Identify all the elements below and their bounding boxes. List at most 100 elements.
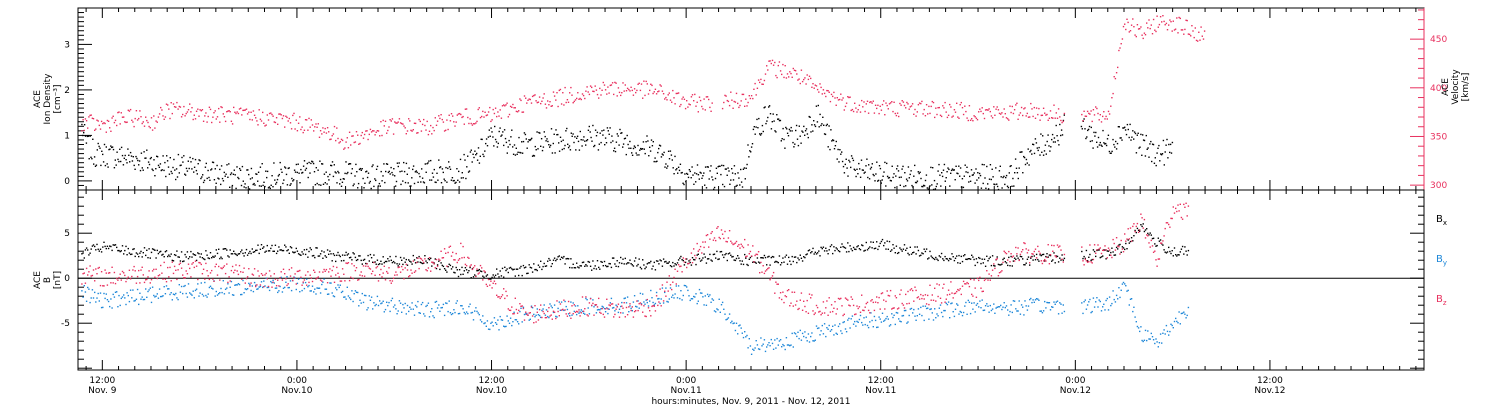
velocity-point (169, 117, 171, 120)
bz-point (662, 300, 665, 302)
velocity-point (453, 121, 455, 123)
velocity-point (1034, 117, 1037, 119)
bz-point (501, 294, 504, 296)
velocity-point (82, 119, 84, 121)
bx-point (388, 260, 390, 262)
density-point (406, 173, 408, 175)
bx-point (547, 260, 549, 262)
bx-point (1166, 251, 1169, 253)
bz-point (279, 277, 281, 279)
by-point (1113, 298, 1115, 301)
bx-point (749, 256, 752, 259)
bz-point (541, 316, 543, 319)
density-point (303, 160, 306, 162)
bx-point (530, 267, 533, 269)
bz-point (560, 309, 563, 311)
bz-point (624, 316, 626, 318)
density-point (684, 173, 686, 175)
bz-point (988, 273, 990, 275)
bz-point (726, 241, 728, 243)
by-point (221, 291, 223, 294)
bz-point (576, 310, 578, 313)
bz-point (898, 307, 900, 309)
velocity-point (170, 102, 172, 104)
velocity-point (433, 129, 435, 132)
density-point (665, 163, 667, 165)
velocity-point (1177, 32, 1179, 34)
bx-point (153, 248, 155, 251)
bx-point (699, 260, 702, 262)
density-point (333, 164, 335, 166)
bx-point (603, 260, 606, 263)
bz-point (873, 309, 876, 312)
bz-point (749, 250, 752, 253)
by-point (586, 299, 588, 301)
by-point (383, 311, 385, 313)
density-point (86, 135, 89, 138)
by-point (464, 313, 467, 315)
density-point (907, 166, 910, 168)
density-point (420, 181, 422, 183)
velocity-point (990, 115, 993, 117)
by-point (388, 301, 390, 304)
bz-point (125, 280, 127, 283)
density-point (587, 129, 590, 131)
bz-point (419, 257, 421, 259)
density-point (998, 170, 1001, 172)
velocity-point (1102, 115, 1104, 118)
bz-point (866, 301, 869, 304)
velocity-point (584, 97, 586, 100)
velocity-point (937, 107, 939, 109)
density-point (1105, 142, 1107, 145)
bx-point (608, 262, 610, 265)
density-point (360, 169, 362, 171)
by-point (740, 327, 742, 329)
velocity-point (533, 94, 535, 97)
velocity-point (564, 86, 566, 89)
velocity-point (228, 110, 230, 112)
velocity-point (766, 65, 768, 67)
bx-point (658, 263, 660, 265)
velocity-point (1181, 29, 1184, 31)
bx-point (1162, 244, 1164, 246)
density-point (916, 180, 919, 182)
bz-point (332, 265, 335, 268)
bx-point (507, 271, 509, 274)
velocity-point (149, 127, 151, 129)
density-point (238, 177, 240, 180)
density-point (278, 173, 280, 176)
velocity-point (273, 121, 275, 123)
by-point (1088, 301, 1090, 303)
bx-point (357, 258, 359, 261)
bz-point (1062, 261, 1064, 263)
density-point (640, 147, 642, 150)
by-point (145, 288, 147, 290)
bz-point (418, 267, 420, 270)
density-point (633, 145, 636, 147)
bx-point (290, 247, 293, 249)
density-point (280, 168, 282, 171)
bx-point (286, 250, 288, 252)
velocity-point (767, 69, 769, 71)
bx-point (92, 244, 95, 246)
by-point (492, 325, 494, 327)
velocity-point (1154, 29, 1156, 31)
velocity-point (394, 121, 396, 123)
velocity-point (383, 125, 385, 127)
density-point (788, 128, 791, 131)
bx-point (1171, 250, 1173, 252)
velocity-point (1086, 110, 1089, 113)
density-point (353, 183, 355, 185)
bz-point (683, 261, 686, 263)
density-point (844, 163, 846, 166)
density-point (694, 172, 696, 174)
bz-point (498, 296, 500, 298)
density-point (1015, 167, 1018, 169)
bz-point (368, 267, 370, 269)
bz-point (474, 265, 476, 267)
bx-point (110, 245, 112, 248)
bx-point (1164, 251, 1166, 253)
density-point (481, 138, 483, 141)
bx-point (1022, 258, 1024, 260)
bx-point (472, 276, 475, 278)
